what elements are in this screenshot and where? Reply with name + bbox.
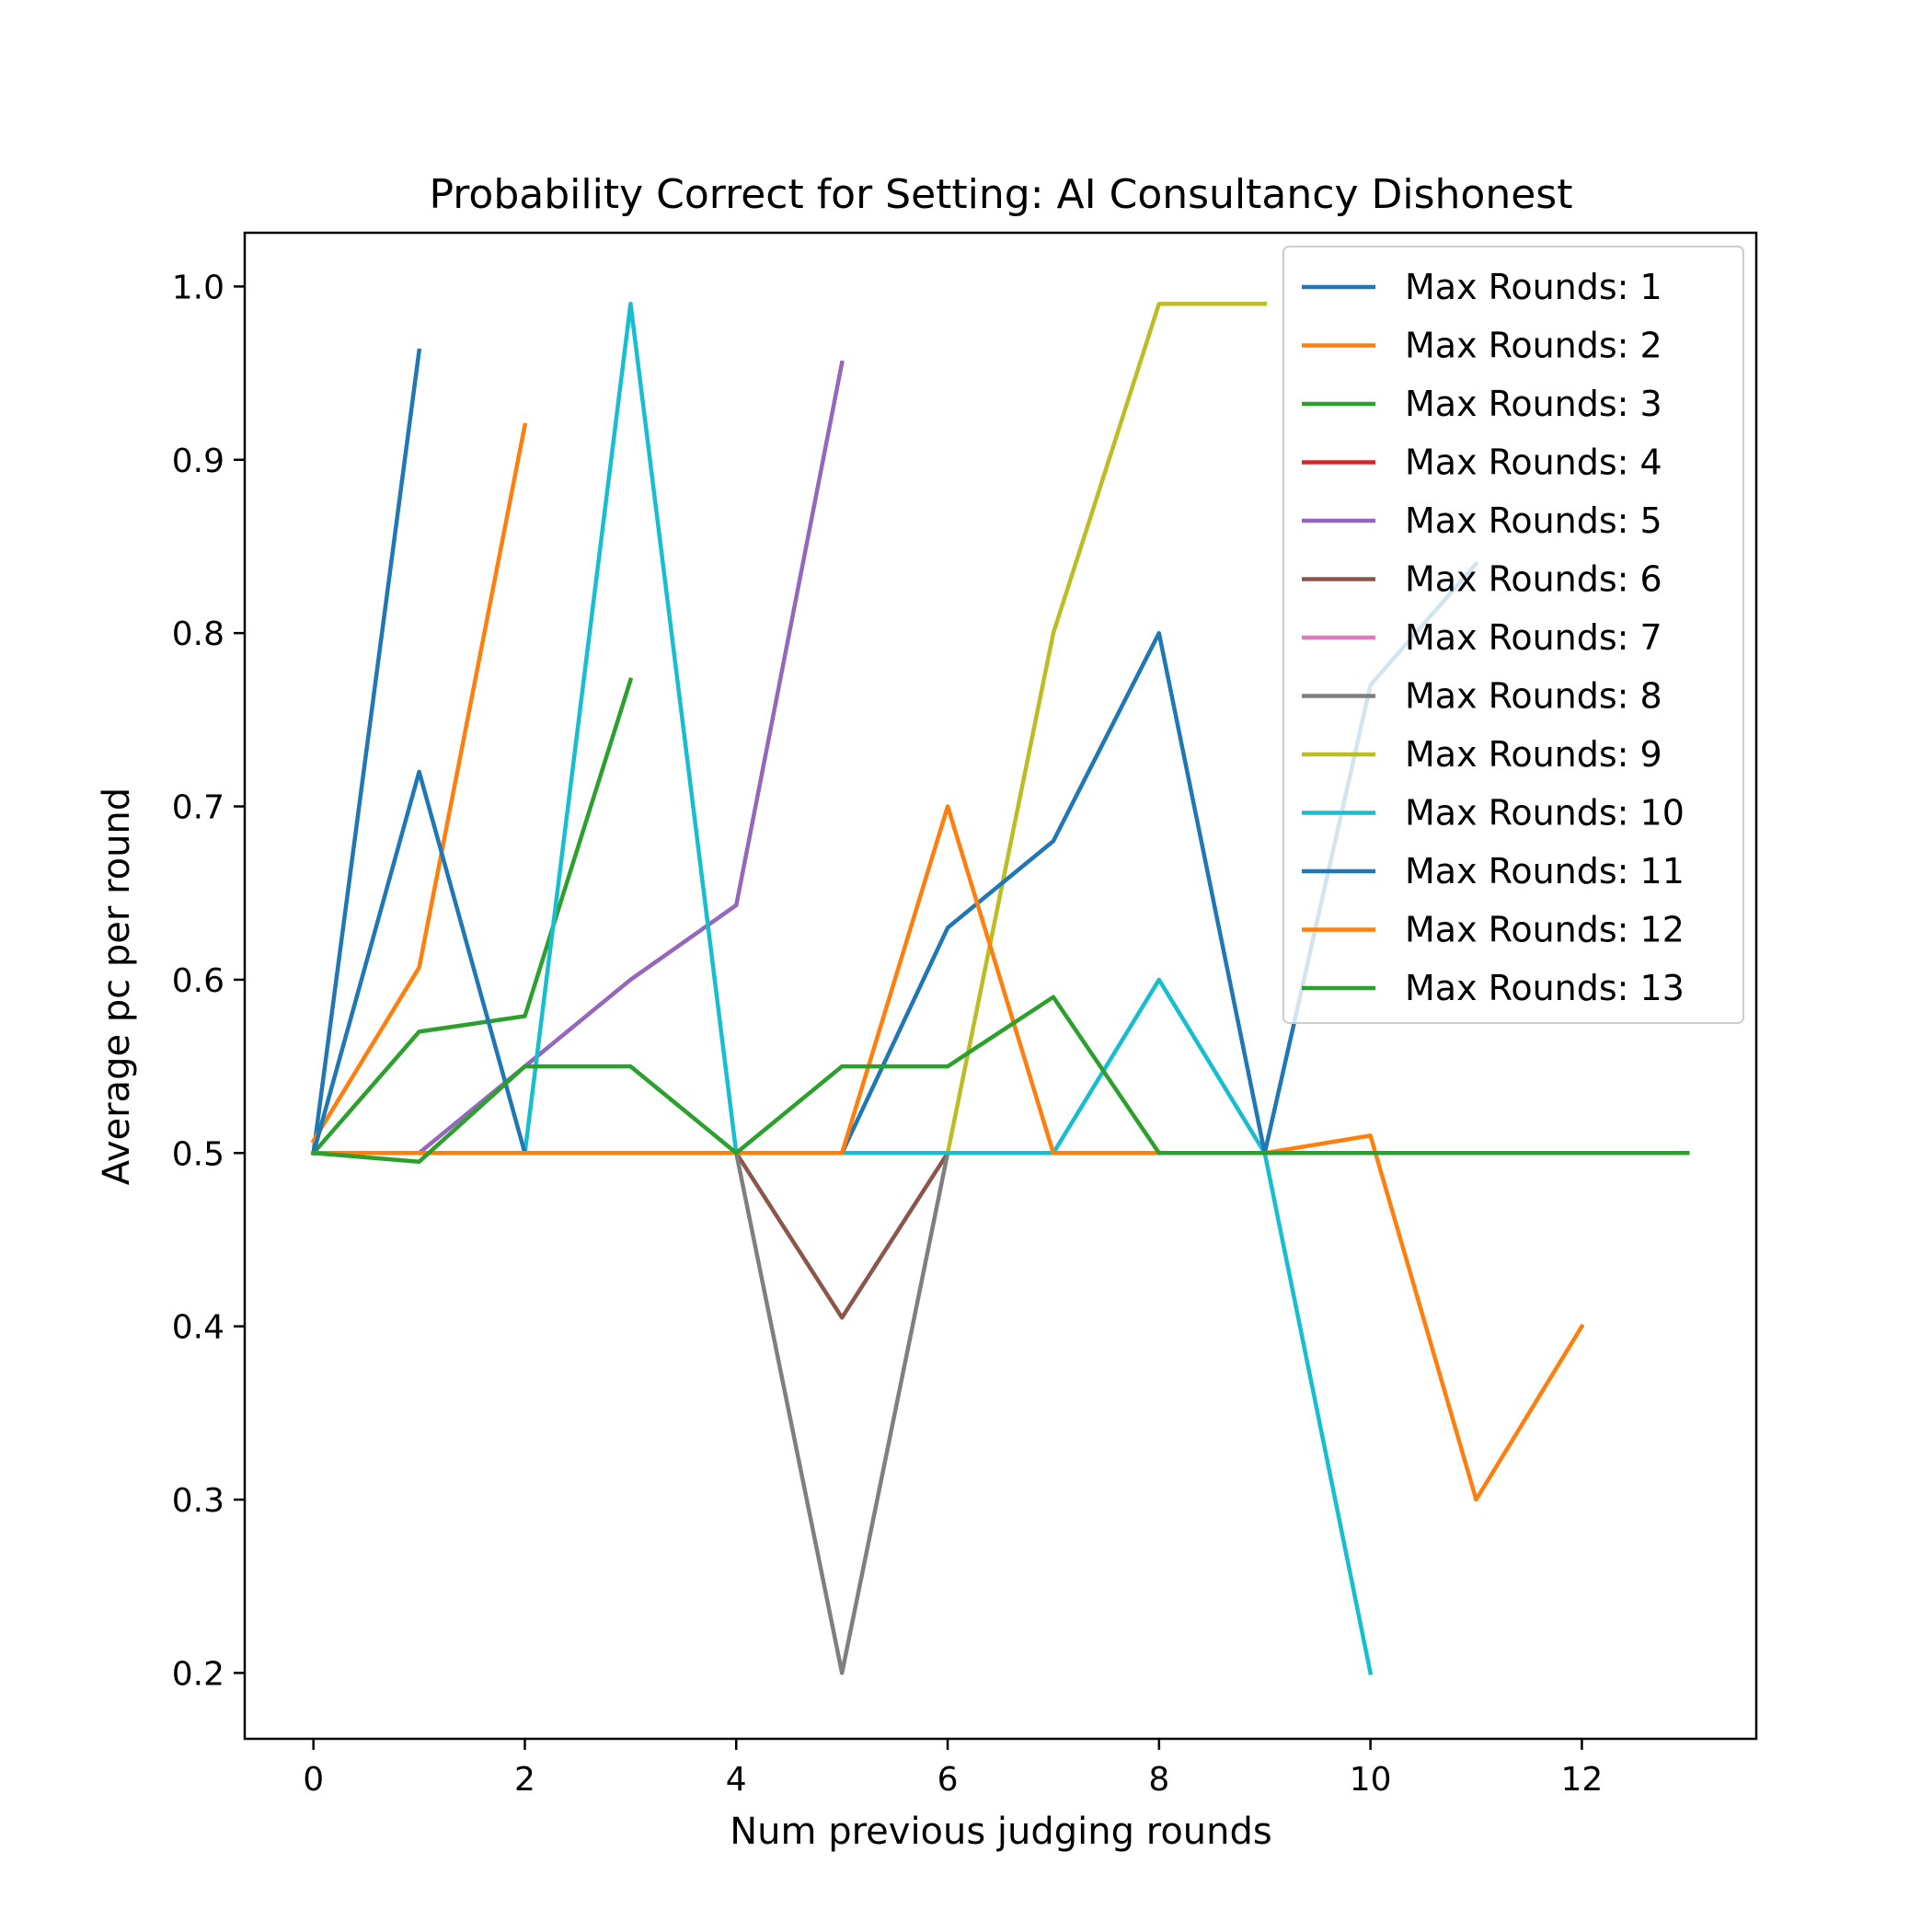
legend-label: Max Rounds: 6 xyxy=(1405,559,1662,600)
series-line-max-rounds-1 xyxy=(311,348,422,1156)
y-tick-label: 0.3 xyxy=(172,1482,224,1520)
y-axis-label: Average pc per round xyxy=(96,788,138,1185)
legend: Max Rounds: 1 Max Rounds: 2 Max Rounds: 3 M… xyxy=(1282,246,1744,1024)
legend-label: Max Rounds: 1 xyxy=(1405,267,1662,307)
chart-title: Probability Correct for Setting: AI Cons… xyxy=(430,171,1573,218)
x-tick-label: 4 xyxy=(726,1761,747,1799)
y-tick-label: 0.6 xyxy=(172,962,224,1000)
series-line-max-rounds-2 xyxy=(310,422,528,1144)
legend-label: Max Rounds: 7 xyxy=(1405,617,1662,658)
y-axis: 0.2 0.3 0.4 0.5 0.6 0.7 0.8 0.9 1.0 xyxy=(172,269,245,1693)
legend-label: Max Rounds: 3 xyxy=(1405,384,1662,424)
x-tick-label: 2 xyxy=(514,1761,535,1799)
legend-label: Max Rounds: 5 xyxy=(1405,500,1662,541)
x-tick-label: 8 xyxy=(1148,1761,1169,1799)
x-tick-label: 12 xyxy=(1561,1761,1604,1799)
legend-label: Max Rounds: 9 xyxy=(1405,734,1662,775)
legend-box xyxy=(1282,246,1744,1024)
legend-label: Max Rounds: 8 xyxy=(1405,676,1662,717)
legend-label: Max Rounds: 10 xyxy=(1405,793,1685,834)
y-tick-label: 0.9 xyxy=(172,443,224,480)
x-axis-label: Num previous judging rounds xyxy=(730,1811,1271,1853)
y-tick-label: 0.8 xyxy=(172,615,224,653)
series-line-max-rounds-13 xyxy=(311,995,1690,1164)
x-tick-label: 10 xyxy=(1350,1761,1392,1799)
plot-frame xyxy=(243,231,1758,1741)
legend-label: Max Rounds: 2 xyxy=(1405,326,1662,366)
series-lines xyxy=(310,301,1690,1676)
y-tick-label: 1.0 xyxy=(172,269,224,306)
y-tick-label: 0.5 xyxy=(172,1135,224,1173)
y-tick-label: 0.2 xyxy=(172,1655,224,1693)
y-tick-label: 0.4 xyxy=(172,1309,224,1347)
legend-label: Max Rounds: 12 xyxy=(1405,910,1685,950)
series-line-max-rounds-3 xyxy=(310,677,634,1156)
series-line-max-rounds-12 xyxy=(311,804,1585,1502)
series-line-max-rounds-11 xyxy=(310,560,1479,1156)
legend-label: Max Rounds: 11 xyxy=(1405,851,1685,891)
x-tick-label: 0 xyxy=(303,1761,324,1799)
x-tick-label: 6 xyxy=(937,1761,959,1799)
plot-area xyxy=(243,231,1758,1741)
legend-label: Max Rounds: 4 xyxy=(1405,443,1662,483)
legend-label: Max Rounds: 13 xyxy=(1405,968,1685,1008)
y-tick-label: 0.7 xyxy=(172,789,224,827)
x-axis: 0 2 4 6 8 10 12 xyxy=(303,1739,1603,1799)
